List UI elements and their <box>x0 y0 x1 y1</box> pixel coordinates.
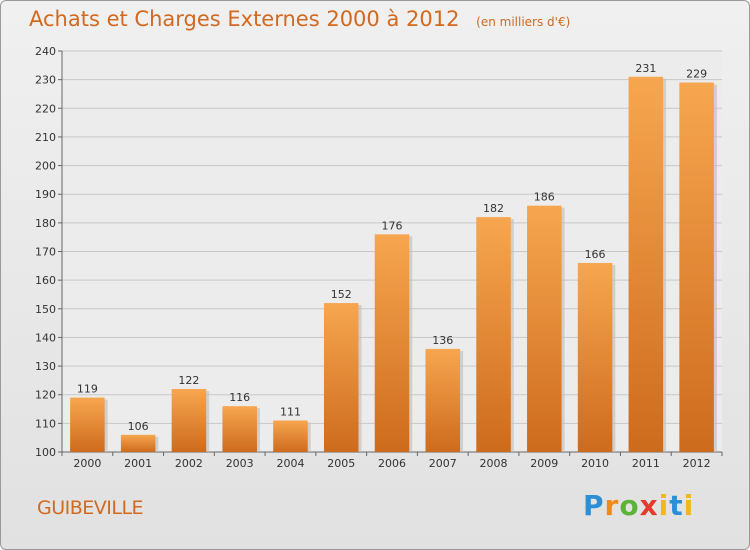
value-label-2008: 182 <box>483 202 504 215</box>
chart-title-text: Achats et Charges Externes 2000 à 2012 <box>29 7 460 31</box>
y-tick-label: 140 <box>35 331 56 344</box>
y-tick-label: 200 <box>35 160 56 173</box>
x-tick-label-2003: 2003 <box>226 457 254 470</box>
value-label-2001: 106 <box>128 420 149 433</box>
logo-letter: x <box>639 489 659 522</box>
bar-2000 <box>70 397 105 452</box>
bar-2008 <box>476 217 511 452</box>
value-label-2006: 176 <box>382 219 403 232</box>
logo-letter: i <box>658 489 670 522</box>
x-tick-label-2004: 2004 <box>276 457 304 470</box>
x-tick-label-2007: 2007 <box>429 457 457 470</box>
chart-subtitle: (en milliers d'€) <box>476 15 571 29</box>
x-tick-label-2002: 2002 <box>175 457 203 470</box>
y-tick-label: 220 <box>35 102 56 115</box>
proxiti-logo: Proxiti <box>583 489 694 522</box>
value-label-2010: 166 <box>585 248 606 261</box>
x-tick-label-2005: 2005 <box>327 457 355 470</box>
y-tick-label: 100 <box>35 446 56 459</box>
logo-letter: i <box>683 489 695 522</box>
x-tick-label-2001: 2001 <box>124 457 152 470</box>
bar-2011 <box>628 76 664 453</box>
x-tick-label-2011: 2011 <box>632 457 660 470</box>
chart-title: Achats et Charges Externes 2000 à 2012 (… <box>29 7 570 31</box>
logo-letter: r <box>604 489 620 522</box>
y-tick-label: 120 <box>35 389 56 402</box>
value-label-2007: 136 <box>432 334 453 347</box>
bar-2012 <box>679 82 714 452</box>
bar-2010 <box>577 262 613 452</box>
bar-2004 <box>273 420 308 452</box>
y-tick-label: 110 <box>35 417 56 430</box>
logo-letter: P <box>583 489 605 522</box>
bar-2002 <box>171 388 207 452</box>
bar-2009 <box>527 205 562 452</box>
x-tick-label-2008: 2008 <box>480 457 508 470</box>
y-tick-label: 240 <box>35 45 56 58</box>
value-label-2011: 231 <box>635 62 656 75</box>
value-label-2003: 116 <box>229 391 250 404</box>
y-tick-label: 130 <box>35 360 56 373</box>
bars <box>70 76 717 453</box>
value-label-2002: 122 <box>178 374 199 387</box>
y-tick-label: 190 <box>35 188 56 201</box>
bar-2007 <box>425 348 461 452</box>
x-tick-label-2012: 2012 <box>683 457 711 470</box>
labels: 119 106 122 116 111 152 176 136 182 186 166 231 229 <box>77 62 707 433</box>
x-tick-label-2006: 2006 <box>378 457 406 470</box>
commune-name: GUIBEVILLE <box>37 497 144 519</box>
y-tick-label: 160 <box>35 274 56 287</box>
value-label-2005: 152 <box>331 288 352 301</box>
bar-2001 <box>120 434 156 452</box>
y-tick-label: 150 <box>35 303 56 316</box>
logo-letter: t <box>669 489 684 522</box>
value-label-2012: 229 <box>686 68 707 81</box>
y-tick-label: 180 <box>35 217 56 230</box>
bar-2006 <box>374 234 410 452</box>
value-label-2009: 186 <box>534 191 555 204</box>
x-tick-label-2000: 2000 <box>73 457 101 470</box>
bar-2003 <box>222 406 257 452</box>
x-tick-label-2010: 2010 <box>581 457 609 470</box>
logo-letter: o <box>619 489 640 522</box>
y-tick-label: 170 <box>35 246 56 259</box>
y-tick-label: 210 <box>35 131 56 144</box>
y-tick-label: 230 <box>35 74 56 87</box>
x-tick-label-2009: 2009 <box>530 457 558 470</box>
value-label-2004: 111 <box>280 405 301 418</box>
bar-2005 <box>323 303 359 452</box>
value-label-2000: 119 <box>77 383 98 396</box>
